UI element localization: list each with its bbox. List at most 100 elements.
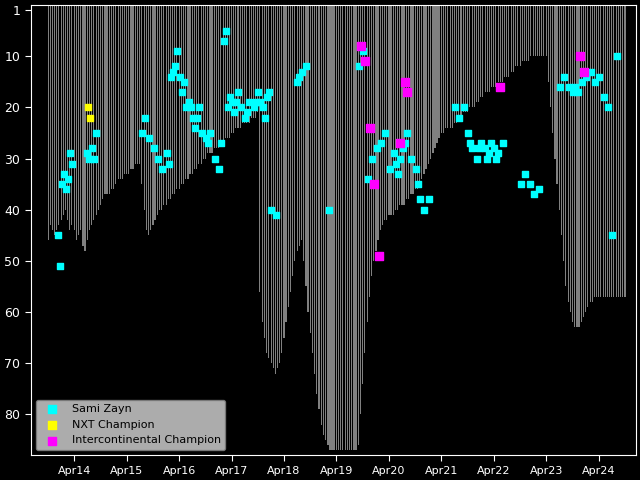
Bar <box>290 5 291 292</box>
Bar <box>572 5 573 323</box>
Bar <box>120 5 121 179</box>
Bar <box>543 5 545 56</box>
Bar <box>508 5 509 77</box>
Bar <box>305 5 307 287</box>
Bar <box>585 5 586 312</box>
Bar <box>76 5 77 240</box>
Sami Zayn <box>161 150 172 157</box>
Bar <box>71 5 72 225</box>
Sami Zayn <box>255 98 266 106</box>
Bar <box>386 5 387 220</box>
Sami Zayn <box>192 114 202 121</box>
Bar <box>602 5 604 297</box>
Sami Zayn <box>489 144 499 152</box>
Bar <box>172 5 173 194</box>
Bar <box>285 5 287 323</box>
Bar <box>157 5 158 215</box>
Bar <box>236 5 237 128</box>
Bar <box>371 5 372 276</box>
Sami Zayn <box>61 185 71 193</box>
Bar <box>426 5 427 169</box>
Bar <box>128 5 129 174</box>
Bar <box>104 5 106 194</box>
Sami Zayn <box>367 155 377 162</box>
Bar <box>625 5 626 297</box>
Bar <box>454 5 455 123</box>
Bar <box>333 5 335 450</box>
Sami Zayn <box>67 160 77 168</box>
Sami Zayn <box>534 185 544 193</box>
Bar <box>91 5 92 225</box>
Bar <box>220 5 221 143</box>
Bar <box>340 5 341 450</box>
Bar <box>382 5 383 225</box>
Bar <box>550 5 551 108</box>
Bar <box>316 5 317 394</box>
Sami Zayn <box>376 139 386 147</box>
Sami Zayn <box>231 98 241 106</box>
Bar <box>428 5 429 164</box>
Sami Zayn <box>184 98 194 106</box>
Bar <box>506 5 508 77</box>
Bar <box>159 5 160 210</box>
Bar <box>355 5 356 450</box>
Intercontinental Champion <box>579 68 589 75</box>
Sami Zayn <box>472 155 483 162</box>
Sami Zayn <box>391 160 401 168</box>
Sami Zayn <box>612 52 622 60</box>
Sami Zayn <box>136 129 147 137</box>
Bar <box>460 5 461 118</box>
Sami Zayn <box>411 165 421 173</box>
Bar <box>294 5 296 261</box>
Sami Zayn <box>210 155 220 162</box>
Sami Zayn <box>580 73 591 81</box>
Bar <box>325 5 326 440</box>
Sami Zayn <box>89 155 99 162</box>
Intercontinental Champion <box>360 58 370 65</box>
Sami Zayn <box>599 93 609 101</box>
Sami Zayn <box>92 129 102 137</box>
Bar <box>251 5 252 118</box>
Bar <box>410 5 412 194</box>
Bar <box>561 5 562 235</box>
Bar <box>209 5 211 154</box>
Sami Zayn <box>586 68 596 75</box>
Sami Zayn <box>63 175 74 183</box>
Bar <box>347 5 348 450</box>
Sami Zayn <box>520 170 530 178</box>
Sami Zayn <box>380 129 390 137</box>
Sami Zayn <box>463 129 474 137</box>
Bar <box>589 5 591 302</box>
Bar <box>109 5 110 194</box>
Bar <box>504 5 505 77</box>
Bar <box>380 5 381 230</box>
Bar <box>502 5 503 82</box>
Bar <box>89 5 90 230</box>
Bar <box>194 5 195 169</box>
Bar <box>87 5 88 240</box>
Bar <box>49 5 51 225</box>
Bar <box>262 5 263 323</box>
Sami Zayn <box>577 78 587 85</box>
Bar <box>384 5 385 220</box>
Bar <box>132 5 134 169</box>
Intercontinental Champion <box>356 42 366 50</box>
Bar <box>93 5 94 220</box>
Bar <box>526 5 527 61</box>
Sami Zayn <box>607 231 617 239</box>
Bar <box>205 5 206 158</box>
Sami Zayn <box>65 150 76 157</box>
Bar <box>277 5 278 368</box>
Sami Zayn <box>152 155 163 162</box>
Bar <box>288 5 289 307</box>
Bar <box>430 5 431 158</box>
Bar <box>408 5 409 200</box>
Sami Zayn <box>221 27 231 35</box>
Bar <box>275 5 276 373</box>
Sami Zayn <box>459 104 469 111</box>
Bar <box>150 5 151 230</box>
Sami Zayn <box>467 144 477 152</box>
Sami Zayn <box>568 88 578 96</box>
Bar <box>223 5 224 143</box>
Bar <box>233 5 234 133</box>
